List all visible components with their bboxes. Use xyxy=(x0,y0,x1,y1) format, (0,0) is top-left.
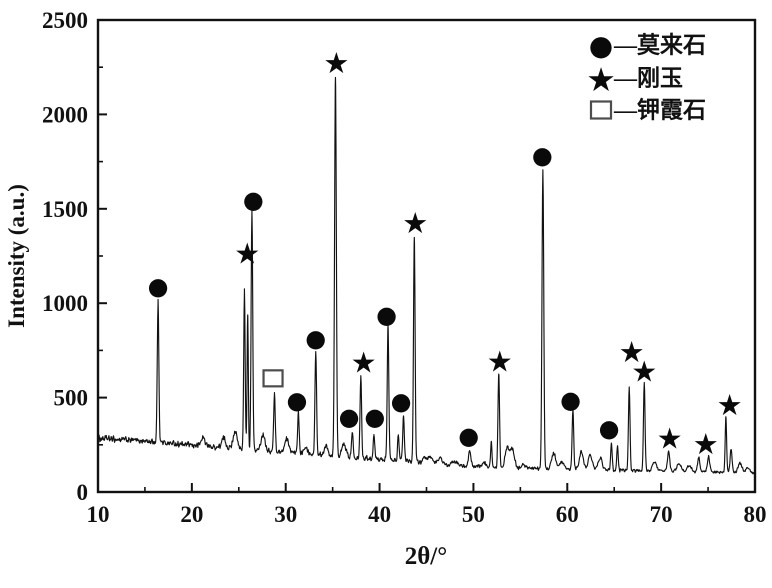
x-tick-label: 50 xyxy=(462,502,485,527)
mullite-peak-marker: ● xyxy=(148,273,169,301)
mullite-peak-marker: ● xyxy=(376,301,397,329)
corundum-peak-marker: ★ xyxy=(717,388,743,422)
x-axis-label: 2θ/° xyxy=(405,543,448,570)
plot-layer: ●★●●●★●★●●●★●★●●●★★★ ★★10 20 30 40 50 60 70 8005… xyxy=(42,8,767,527)
y-tick-label: 2000 xyxy=(42,102,88,127)
legend-item-corundum: —刚玉 xyxy=(613,66,683,91)
mullite-peak-marker: ● xyxy=(339,403,360,431)
x-tick-label: 80 xyxy=(744,502,767,527)
corundum-peak-marker: ★ xyxy=(234,236,260,270)
y-tick-label: 1000 xyxy=(42,291,88,316)
y-axis-label: Intensity (a.u.) xyxy=(4,184,29,328)
x-tick-label: 40 xyxy=(368,502,391,527)
mullite-peak-marker: ● xyxy=(305,325,326,353)
mullite-peak-marker: ● xyxy=(243,186,264,214)
x-tick-label: 30 xyxy=(274,502,297,527)
corundum-peak-marker: ★ xyxy=(619,335,645,369)
mullite-peak-marker: ● xyxy=(458,422,479,450)
legend-circle-icon: ● xyxy=(589,29,613,62)
y-tick-label: 500 xyxy=(54,386,89,411)
y-tick-label: 2500 xyxy=(42,8,88,33)
mullite-peak-marker: ● xyxy=(532,141,553,169)
mullite-peak-marker: ● xyxy=(391,387,412,415)
y-tick-label: 1500 xyxy=(42,197,88,222)
kaliophilite-peak-marker xyxy=(262,369,284,388)
legend-square-icon xyxy=(589,100,613,120)
legend-item-kaliophilite: —钾霞石 xyxy=(613,97,706,123)
corundum-peak-marker: ★ xyxy=(487,344,513,378)
x-tick-label: 70 xyxy=(650,502,673,527)
legend-item-mullite: —莫来石 xyxy=(613,33,706,58)
x-tick-label: 10 xyxy=(87,502,110,527)
legend-star-icon: ★ xyxy=(586,60,616,99)
y-tick-label: 0 xyxy=(77,480,89,505)
mullite-peak-marker: ● xyxy=(560,386,581,414)
mullite-peak-marker: ● xyxy=(364,403,385,431)
mullite-peak-marker: ● xyxy=(599,414,620,442)
diffraction-trace xyxy=(97,76,756,475)
corundum-peak-marker: ★ xyxy=(631,355,657,389)
corundum-peak-marker: ★ xyxy=(402,206,428,240)
corundum-peak-marker: ★ xyxy=(657,422,683,456)
corundum-peak-marker: ★ xyxy=(693,427,719,461)
corundum-peak-marker: ★ xyxy=(351,345,377,379)
x-tick-label: 20 xyxy=(180,502,203,527)
mullite-peak-marker: ● xyxy=(287,386,308,414)
x-tick-label: 60 xyxy=(556,502,579,527)
corundum-peak-marker: ★ xyxy=(323,46,349,80)
